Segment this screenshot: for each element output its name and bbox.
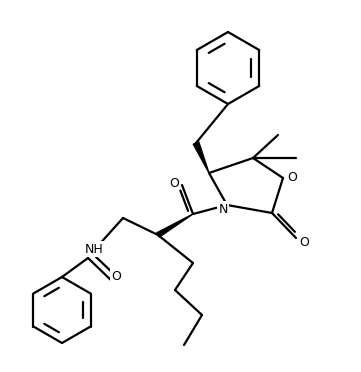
Text: O: O xyxy=(287,170,297,183)
Polygon shape xyxy=(193,142,209,173)
Text: O: O xyxy=(299,235,309,248)
Text: O: O xyxy=(169,176,179,189)
Polygon shape xyxy=(157,214,193,237)
Text: NH: NH xyxy=(84,243,103,256)
Text: O: O xyxy=(111,270,121,283)
Text: N: N xyxy=(218,202,228,215)
